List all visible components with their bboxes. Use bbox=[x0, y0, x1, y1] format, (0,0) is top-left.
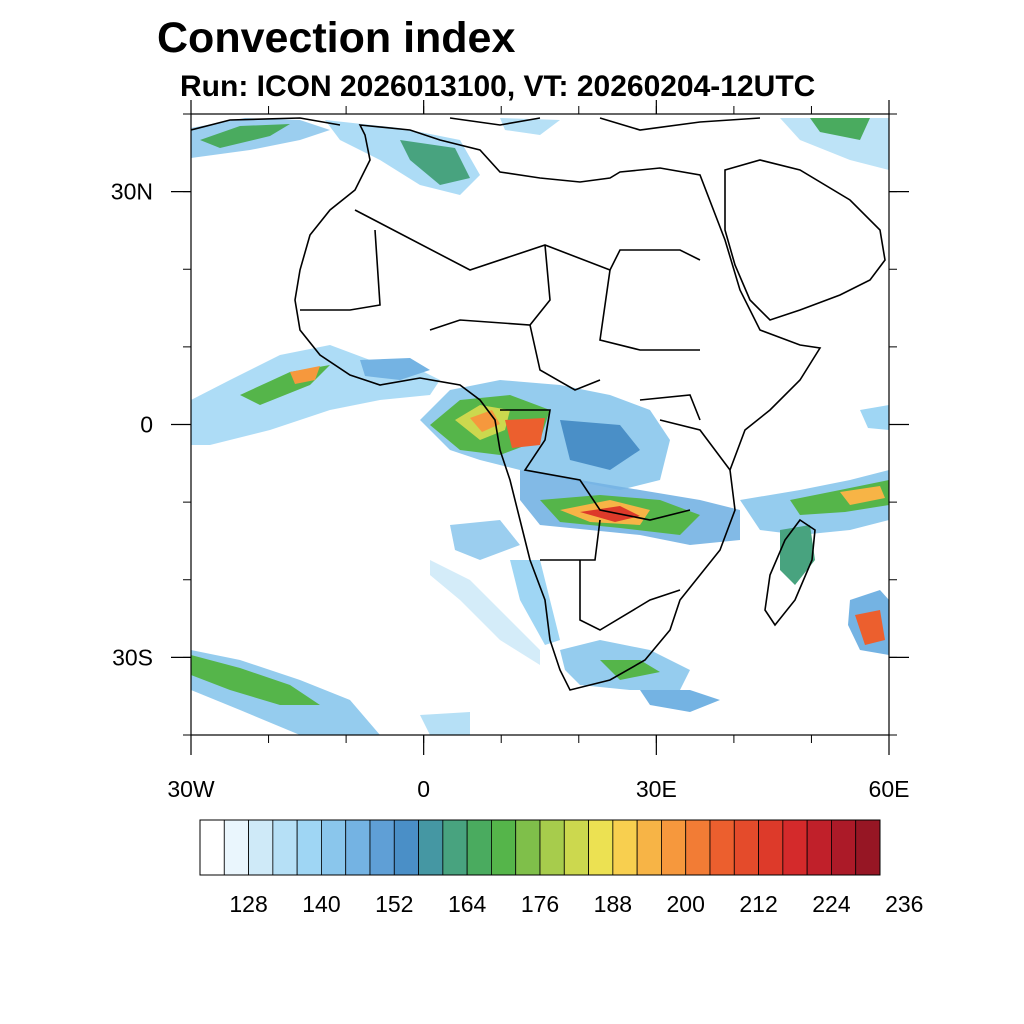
colorbar-swatch bbox=[782, 819, 808, 876]
colorbar-swatch bbox=[758, 819, 784, 876]
colorbar-swatch bbox=[345, 819, 371, 876]
convection-field bbox=[191, 118, 889, 735]
colorbar-swatch bbox=[272, 819, 298, 876]
colorbar-swatch bbox=[636, 819, 662, 876]
colorbar-swatch bbox=[612, 819, 638, 876]
colorbar-label: 236 bbox=[885, 891, 923, 917]
map-title: Convection index bbox=[157, 14, 516, 62]
lon-tick-label: 60E bbox=[869, 776, 910, 802]
colorbar-label: 128 bbox=[229, 891, 267, 917]
europe-coastline bbox=[191, 117, 761, 131]
colorbar-label: 212 bbox=[739, 891, 777, 917]
lat-tick-label: 0 bbox=[140, 412, 153, 438]
colorbar-swatch bbox=[661, 819, 687, 876]
lon-tick-label: 0 bbox=[417, 776, 430, 802]
colorbar-swatch bbox=[199, 819, 225, 876]
colorbar-swatch bbox=[466, 819, 492, 876]
colorbar-label: 176 bbox=[521, 891, 559, 917]
colorbar-swatch bbox=[296, 819, 322, 876]
lon-tick-label: 30W bbox=[167, 776, 215, 802]
colorbar-label: 140 bbox=[302, 891, 340, 917]
colorbar-swatch bbox=[515, 819, 541, 876]
colorbar-frame bbox=[199, 819, 881, 876]
colorbar-label: 152 bbox=[375, 891, 413, 917]
colorbar-swatch bbox=[369, 819, 395, 876]
coastlines bbox=[191, 117, 886, 691]
colorbar-swatch bbox=[806, 819, 832, 876]
colorbar-label: 224 bbox=[812, 891, 851, 917]
arabia-coastline bbox=[724, 159, 886, 321]
colorbar-swatch bbox=[831, 819, 857, 876]
colorbar-swatch bbox=[588, 819, 614, 876]
colorbar-swatch bbox=[248, 819, 274, 876]
africa-coastline bbox=[294, 124, 822, 691]
colorbar-label: 188 bbox=[594, 891, 632, 917]
lat-tick-label: 30N bbox=[111, 179, 153, 205]
lat-tick-label: 30S bbox=[112, 644, 153, 670]
lon-tick-label: 30E bbox=[636, 776, 677, 802]
colorbar-swatch bbox=[709, 819, 735, 876]
colorbar-label: 200 bbox=[667, 891, 705, 917]
colorbar-swatch bbox=[855, 819, 881, 876]
colorbar: 128 140 152 164 176 188 200 212 224 236 bbox=[199, 819, 923, 917]
colorbar-swatch bbox=[393, 819, 419, 876]
colorbar-swatch bbox=[733, 819, 759, 876]
colorbar-label: 164 bbox=[448, 891, 487, 917]
colorbar-swatch bbox=[321, 819, 347, 876]
colorbar-swatch bbox=[418, 819, 444, 876]
colorbar-swatch bbox=[223, 819, 249, 876]
map-subtitle: Run: ICON 2026013100, VT: 20260204-12UTC bbox=[180, 70, 816, 103]
colorbar-swatch bbox=[685, 819, 711, 876]
colorbar-swatch bbox=[491, 819, 517, 876]
colorbar-swatch bbox=[442, 819, 468, 876]
madagascar-coastline bbox=[764, 518, 816, 627]
colorbar-swatch bbox=[539, 819, 565, 876]
field-south-atlantic-swirl bbox=[450, 520, 520, 560]
axis-ticks: 30W 0 30E 60E 30N 0 30S bbox=[111, 100, 910, 802]
colorbar-swatch bbox=[563, 819, 589, 876]
